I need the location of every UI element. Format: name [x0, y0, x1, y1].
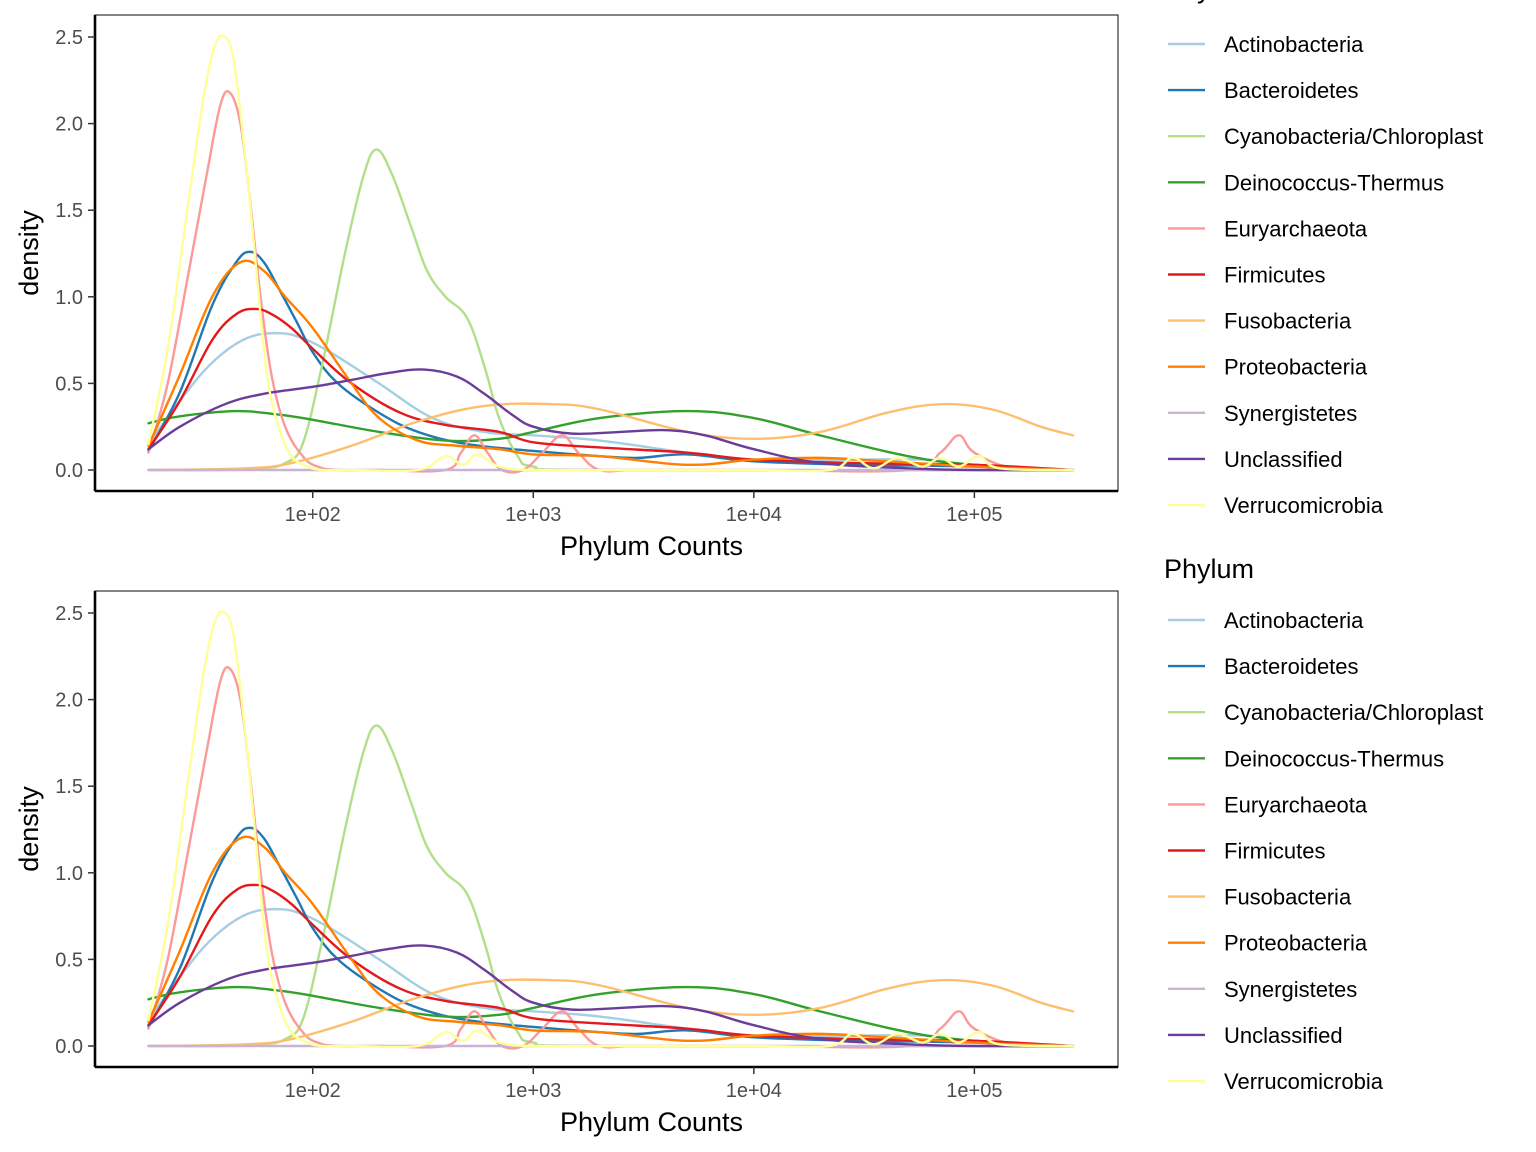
legend-item: Firmicutes	[1168, 263, 1325, 288]
legend-item: Deinococcus-Thermus	[1168, 746, 1444, 771]
y-tick-label: 1.5	[55, 200, 83, 222]
y-tick-label: 0.0	[55, 1036, 83, 1058]
y-tick-label: 1.0	[55, 863, 83, 885]
x-axis-title: Phylum Counts	[560, 531, 743, 561]
y-axis-title: density	[14, 210, 44, 296]
series-line-fusobacteria	[147, 978, 1075, 1048]
legend-item: Deinococcus-Thermus	[1168, 170, 1444, 195]
x-tick-label: 1e+03	[505, 504, 561, 526]
legend-label: Actinobacteria	[1224, 32, 1364, 57]
legend-label: Euryarchaeota	[1224, 792, 1368, 817]
legend-title: Phylum	[1164, 0, 1254, 4]
y-axis-title: density	[14, 786, 44, 872]
legend-label: Verrucomicrobia	[1224, 493, 1384, 518]
series-line-euryarchaeota	[147, 90, 1075, 474]
legend-label: Verrucomicrobia	[1224, 1069, 1384, 1094]
series-lines	[147, 610, 1075, 1050]
y-tick-label: 1.5	[55, 776, 83, 798]
legend-title: Phylum	[1164, 554, 1254, 584]
series-line-deinococcus-thermus	[147, 985, 1075, 1048]
density-panel-1: 0.0 0.5 1.0 1.5 2.0 2.5 1e+02 1e+03 1e+04 1e+05 Ph…	[14, 0, 1483, 561]
legend-label: Unclassified	[1224, 447, 1343, 472]
x-axis-title: Phylum Counts	[560, 1107, 743, 1137]
x-tick-label: 1e+05	[946, 1080, 1002, 1102]
legend-label: Euryarchaeota	[1224, 216, 1368, 241]
series-line-proteobacteria	[147, 259, 1075, 472]
legend-item: Proteobacteria	[1168, 355, 1368, 380]
x-tick-label: 1e+04	[726, 504, 782, 526]
legend-label: Deinococcus-Thermus	[1224, 746, 1444, 771]
series-line-verrucomicrobia	[147, 34, 1075, 473]
legend-item: Synergistetes	[1168, 977, 1357, 1002]
legend-label: Synergistetes	[1224, 401, 1357, 426]
series-line-bacteroidetes	[147, 826, 1075, 1048]
y-tick-label: 0.5	[55, 373, 83, 395]
x-tick-label: 1e+05	[946, 504, 1002, 526]
series-line-fusobacteria	[147, 402, 1075, 472]
legend-item: Actinobacteria	[1168, 608, 1364, 633]
y-tick-label: 0.5	[55, 949, 83, 971]
legend-item: Unclassified	[1168, 447, 1343, 472]
legend-item: Actinobacteria	[1168, 32, 1364, 57]
legend-item: Fusobacteria	[1168, 309, 1352, 334]
legend-label: Synergistetes	[1224, 977, 1357, 1002]
legend-label: Cyanobacteria/Chloroplast	[1224, 700, 1483, 725]
legend-label: Firmicutes	[1224, 839, 1325, 864]
series-lines	[147, 34, 1075, 474]
legend-item: Euryarchaeota	[1168, 792, 1368, 817]
x-tick-label: 1e+04	[726, 1080, 782, 1102]
legend-label: Bacteroidetes	[1224, 78, 1359, 103]
y-tick-label: 2.5	[55, 27, 83, 49]
legend-item: Firmicutes	[1168, 839, 1325, 864]
legend-item: Cyanobacteria/Chloroplast	[1168, 700, 1483, 725]
legend-item: Cyanobacteria/Chloroplast	[1168, 124, 1483, 149]
series-line-bacteroidetes	[147, 250, 1075, 472]
series-line-euryarchaeota	[147, 666, 1075, 1050]
legend-label: Deinococcus-Thermus	[1224, 170, 1444, 195]
legend-item: Synergistetes	[1168, 401, 1357, 426]
legend-item: Proteobacteria	[1168, 931, 1368, 956]
legend-label: Actinobacteria	[1224, 608, 1364, 633]
series-line-verrucomicrobia	[147, 610, 1075, 1049]
legend-label: Proteobacteria	[1224, 355, 1368, 380]
legend-item: Bacteroidetes	[1168, 78, 1359, 103]
legend-label: Bacteroidetes	[1224, 654, 1359, 679]
density-panel-2: 0.0 0.5 1.0 1.5 2.0 2.5 1e+02 1e+03 1e+04 1e+05 Ph…	[14, 554, 1483, 1137]
x-tick-label: 1e+02	[285, 1080, 341, 1102]
legend-item: Bacteroidetes	[1168, 654, 1359, 679]
x-tick-label: 1e+03	[505, 1080, 561, 1102]
legend-item: Fusobacteria	[1168, 885, 1352, 910]
legend-item: Unclassified	[1168, 1023, 1343, 1048]
y-tick-label: 0.0	[55, 460, 83, 482]
legend-label: Cyanobacteria/Chloroplast	[1224, 124, 1483, 149]
series-line-deinococcus-thermus	[147, 409, 1075, 472]
legend: Phylum Actinobacteria Bacteroidetes Cyanoba…	[1164, 554, 1483, 1094]
series-line-unclassified	[147, 944, 1075, 1048]
legend-label: Unclassified	[1224, 1023, 1343, 1048]
series-line-firmicutes	[147, 883, 1075, 1048]
y-tick-label: 2.0	[55, 690, 83, 712]
legend-label: Firmicutes	[1224, 263, 1325, 288]
y-tick-label: 2.0	[55, 114, 83, 136]
legend-item: Verrucomicrobia	[1168, 493, 1384, 518]
y-tick-label: 1.0	[55, 287, 83, 309]
series-line-unclassified	[147, 368, 1075, 472]
legend-label: Proteobacteria	[1224, 931, 1368, 956]
series-line-proteobacteria	[147, 835, 1075, 1048]
legend-label: Fusobacteria	[1224, 309, 1352, 334]
legend: Phylum Actinobacteria Bacteroidetes Cyanoba…	[1164, 0, 1483, 518]
y-tick-label: 2.5	[55, 603, 83, 625]
series-line-firmicutes	[147, 307, 1075, 472]
x-tick-label: 1e+02	[285, 504, 341, 526]
legend-item: Euryarchaeota	[1168, 216, 1368, 241]
legend-item: Verrucomicrobia	[1168, 1069, 1384, 1094]
legend-label: Fusobacteria	[1224, 885, 1352, 910]
